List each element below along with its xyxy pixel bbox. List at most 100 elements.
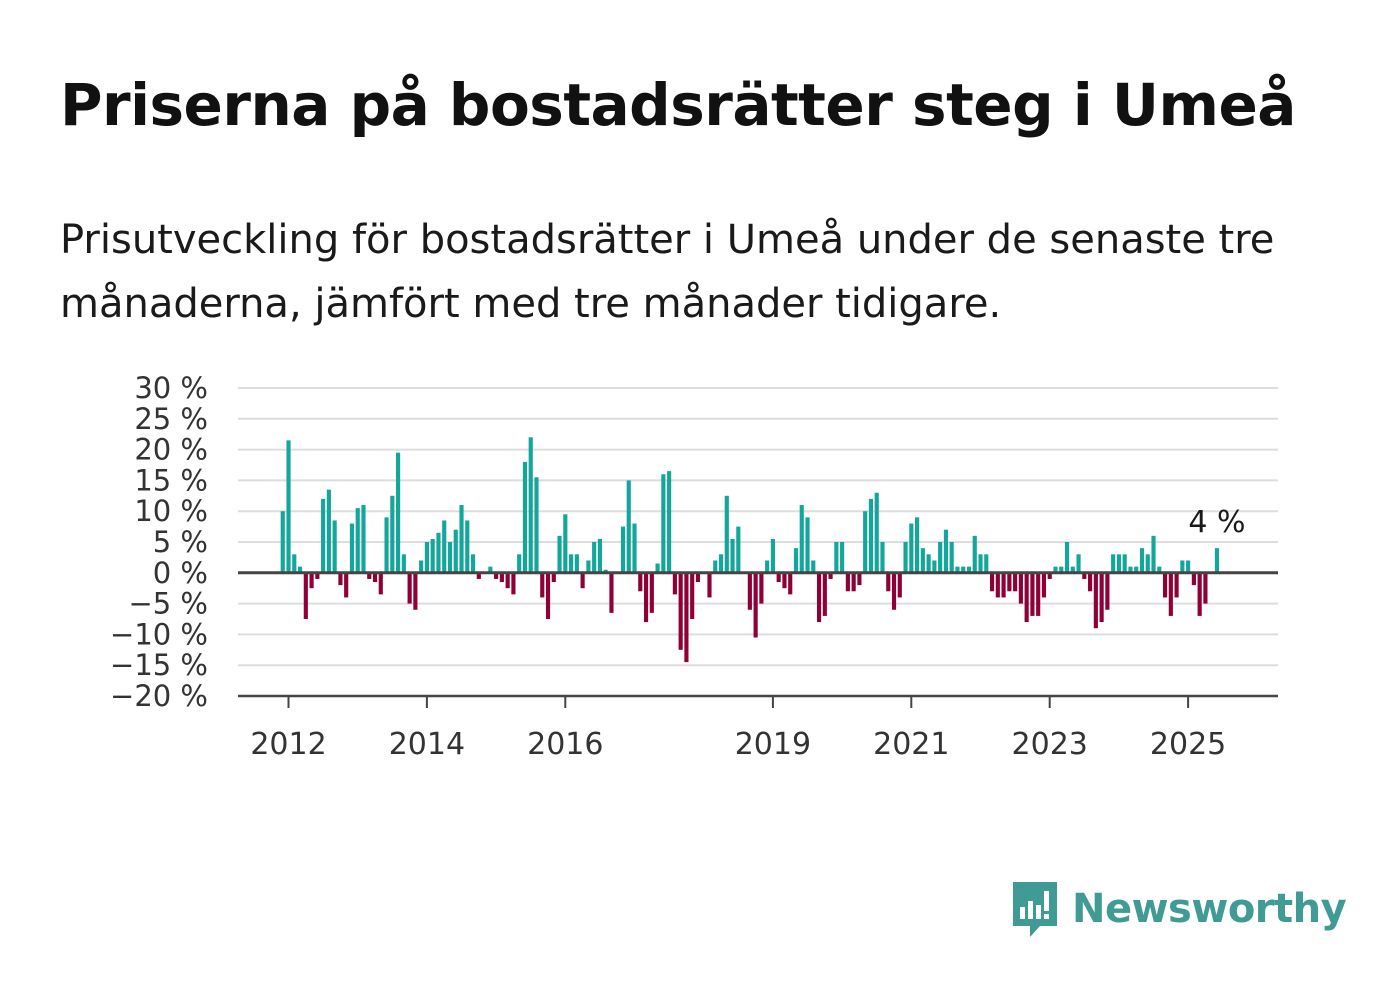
bar <box>349 523 355 573</box>
bar <box>932 560 937 573</box>
y-tick-label: 10 % <box>134 494 208 528</box>
bar <box>603 569 608 573</box>
bar <box>545 572 551 619</box>
bar <box>1116 554 1121 573</box>
bar <box>1105 572 1110 610</box>
bar <box>966 566 972 573</box>
bar <box>805 517 810 573</box>
bar <box>470 554 476 573</box>
bar <box>747 572 752 610</box>
bar <box>822 572 827 616</box>
bar <box>672 572 677 595</box>
bar <box>886 572 891 592</box>
bar <box>891 572 897 610</box>
bar <box>626 480 631 573</box>
bar <box>390 495 395 573</box>
bar <box>920 548 925 573</box>
bar <box>292 554 297 573</box>
bar <box>453 529 458 573</box>
bar <box>580 572 585 589</box>
bar <box>436 532 441 573</box>
bar <box>1214 548 1220 573</box>
y-tick-label: −20 % <box>110 679 208 713</box>
bar <box>286 440 291 573</box>
bar <box>649 572 654 613</box>
bar <box>574 554 579 573</box>
bar <box>442 520 447 573</box>
bar <box>793 548 799 573</box>
bar <box>788 572 793 595</box>
bar <box>989 572 995 592</box>
bar <box>517 554 522 573</box>
bar <box>309 572 314 589</box>
bar <box>1191 572 1196 586</box>
bar <box>1059 566 1064 573</box>
y-tick-label: −15 % <box>110 648 208 682</box>
bar <box>770 538 775 573</box>
bar <box>476 572 481 579</box>
y-tick-label: 5 % <box>153 525 208 559</box>
bar <box>667 471 672 573</box>
bar <box>909 523 914 573</box>
bar <box>1099 572 1104 623</box>
bar <box>413 572 418 610</box>
tick-labels: 30 %25 %20 %15 %10 %5 %0 %−5 %−10 %−15 %… <box>110 371 1246 762</box>
bar <box>551 572 556 583</box>
bar <box>344 572 349 598</box>
bar <box>816 572 822 623</box>
chart-title: Priserna på bostadsrätter steg i Umeå <box>60 71 1296 139</box>
bar <box>592 542 597 573</box>
bar <box>736 526 741 573</box>
bar <box>586 560 591 573</box>
bar <box>926 554 931 573</box>
bar <box>840 542 845 573</box>
bar <box>557 535 562 573</box>
bar <box>1128 566 1133 573</box>
bar-chart: 30 %25 %20 %15 %10 %5 %0 %−5 %−10 %−15 %… <box>110 371 1278 762</box>
y-tick-label: −10 % <box>110 617 208 651</box>
brand-logo: Newsworthy <box>1010 878 1347 940</box>
bar <box>955 566 960 573</box>
last-value-annotation: 4 % <box>1188 505 1245 540</box>
x-tick-label: 2012 <box>250 727 326 762</box>
bar <box>897 572 902 598</box>
chart-subtitle: Prisutveckling för bostadsrätter i Umeå … <box>60 217 1275 327</box>
x-tick-label: 2025 <box>1150 727 1226 762</box>
bar <box>326 489 331 573</box>
x-tick-label: 2019 <box>735 727 811 762</box>
bar <box>499 572 504 583</box>
bar <box>321 498 326 573</box>
y-tick-label: 0 % <box>153 556 208 590</box>
bar <box>488 566 493 573</box>
bar <box>1197 572 1202 616</box>
bar <box>401 554 406 573</box>
x-tick-label: 2023 <box>1012 727 1088 762</box>
bar <box>280 511 285 573</box>
bar <box>695 572 701 583</box>
bar <box>724 495 729 573</box>
bar <box>782 572 787 589</box>
bar <box>494 572 499 579</box>
bar <box>1082 572 1087 579</box>
bar <box>995 572 1000 598</box>
bar <box>949 542 954 573</box>
bar <box>851 572 856 592</box>
bar <box>834 542 839 573</box>
bar <box>563 514 568 573</box>
bar <box>407 572 412 604</box>
bar <box>430 538 435 573</box>
bar <box>361 505 366 573</box>
bar <box>984 554 989 573</box>
bar <box>297 566 303 573</box>
bar <box>943 529 948 573</box>
bar <box>1018 572 1023 604</box>
bar <box>1093 572 1098 629</box>
bar <box>315 572 320 579</box>
bar <box>972 535 977 573</box>
bar <box>465 520 470 573</box>
bar <box>863 511 868 573</box>
bar <box>332 520 337 573</box>
bar <box>338 572 343 586</box>
bar <box>638 572 643 592</box>
bar <box>540 572 545 598</box>
